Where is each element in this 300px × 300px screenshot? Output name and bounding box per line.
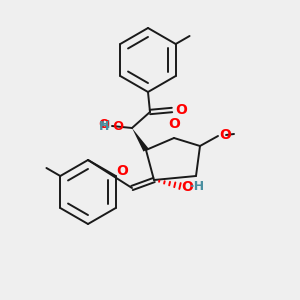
Text: H: H [101, 120, 110, 130]
Text: O: O [109, 119, 124, 133]
Text: ·H: ·H [190, 181, 205, 194]
Text: O: O [86, 118, 110, 131]
Text: O: O [168, 117, 180, 131]
Text: O: O [181, 180, 193, 194]
Text: O: O [116, 164, 128, 178]
Text: O: O [219, 128, 231, 142]
Polygon shape [132, 128, 148, 152]
Text: O: O [175, 103, 187, 117]
Text: H: H [99, 119, 109, 133]
